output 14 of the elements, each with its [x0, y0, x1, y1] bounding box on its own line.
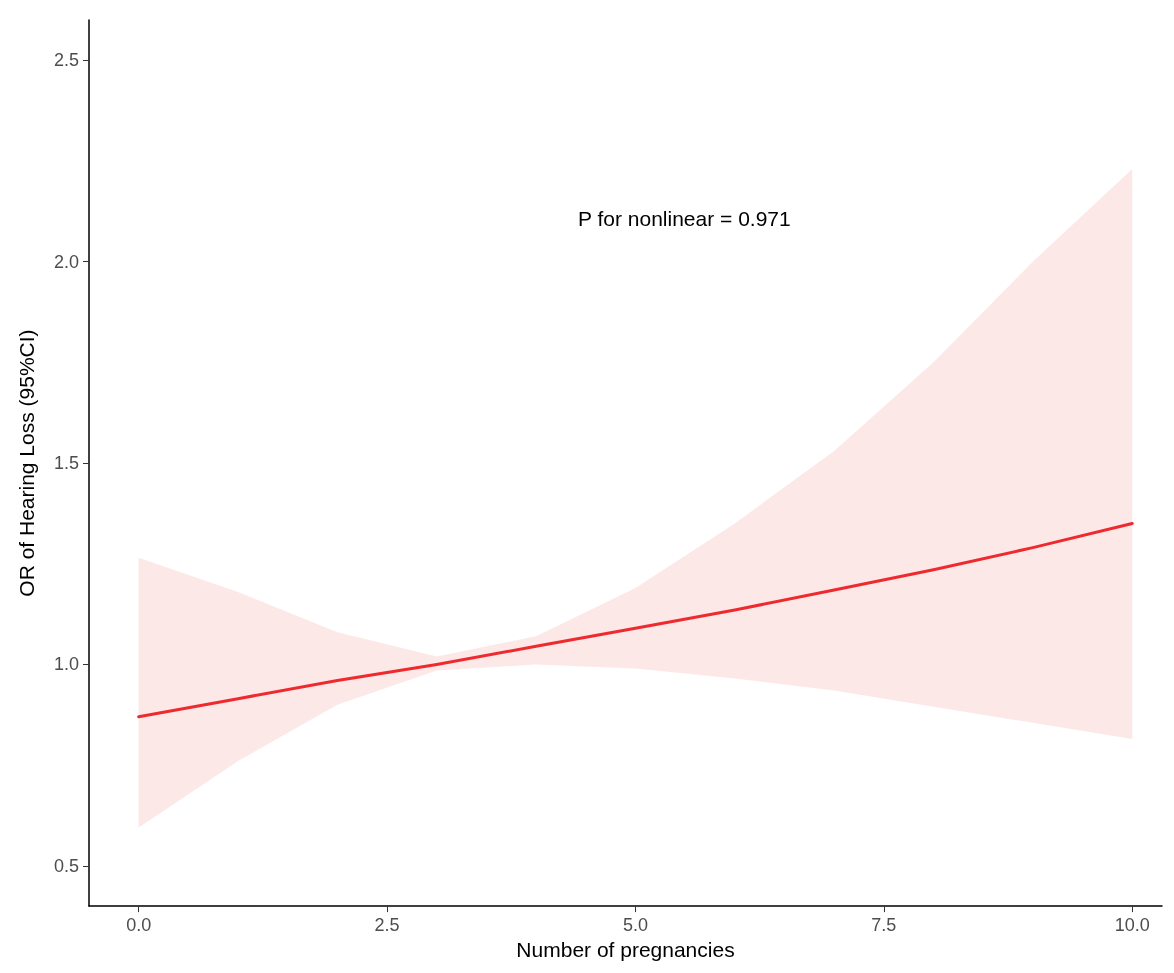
x-tick-label: 5.0 — [622, 915, 648, 936]
x-tick-label: 7.5 — [871, 915, 897, 936]
line-series — [137, 521, 1134, 719]
x-tick-label: 10.0 — [1114, 915, 1150, 936]
y-tick-label: 0.5 — [53, 855, 79, 876]
x-tick-label: 2.5 — [374, 915, 400, 936]
y-tick-label: 2.0 — [53, 251, 79, 272]
annotation: P for nonlinear = 0.971 — [578, 207, 791, 230]
y-tick-label: 1.0 — [53, 654, 79, 675]
x-axis-title: Number of pregnancies — [516, 938, 735, 961]
y-tick-label: 2.5 — [53, 50, 79, 71]
y-tick-label: 1.5 — [53, 453, 79, 474]
y-axis-title: OR of Hearing Loss (95%CI) — [15, 329, 38, 597]
x-tick-label: 0.0 — [126, 915, 152, 936]
